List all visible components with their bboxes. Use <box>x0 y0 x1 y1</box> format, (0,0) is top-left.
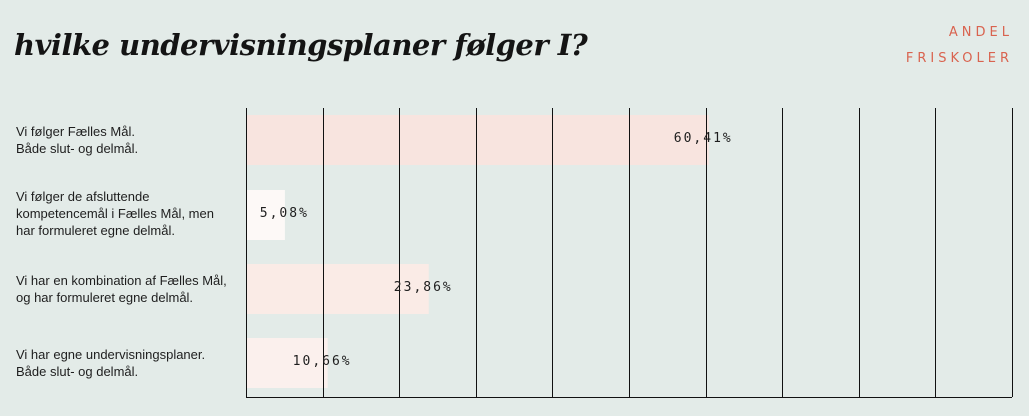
value-label-4: 10,66% <box>292 354 352 369</box>
bar-1 <box>246 115 709 165</box>
bar-3 <box>246 264 429 314</box>
value-label-3: 23,86% <box>393 280 453 295</box>
value-label-2: 5,08% <box>259 206 309 221</box>
brand-line-andel: ANDEL <box>948 25 1013 40</box>
category-label-2: Vi følger de afsluttende kompetencemål i… <box>16 189 214 238</box>
category-label-1: Vi følger Fælles Mål. Både slut- og delm… <box>16 124 139 156</box>
bar-4 <box>246 338 328 388</box>
value-label-1: 60,41% <box>673 131 733 146</box>
brand-logo: ANDEL FRISKOLER <box>906 20 1013 72</box>
category-label-4: Vi har egne undervisningsplaner. Både sl… <box>16 347 206 379</box>
category-label-3: Vi har en kombination af Fælles Mål, og … <box>16 273 227 305</box>
brand-line-friskoler: FRISKOLER <box>905 51 1013 66</box>
bar-2 <box>246 190 285 240</box>
chart-title: hvilke undervisningsplaner følger I? <box>14 28 588 62</box>
